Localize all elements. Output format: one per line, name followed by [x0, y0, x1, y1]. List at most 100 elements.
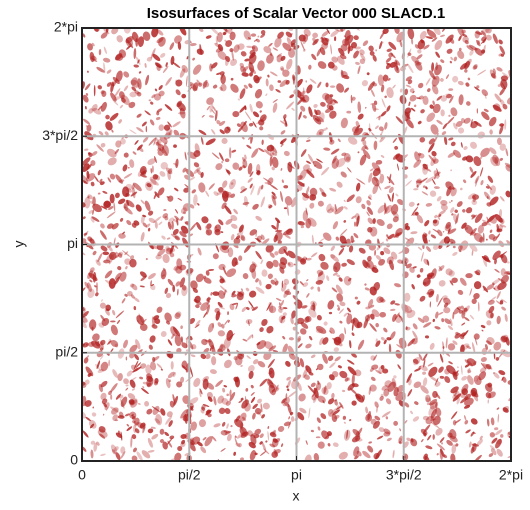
isosurface-blob [500, 268, 506, 277]
isosurface-blob [386, 256, 394, 265]
isosurface-blob [147, 428, 154, 434]
isosurface-blob [452, 245, 456, 249]
isosurface-blob [86, 343, 88, 346]
isosurface-blob [267, 273, 273, 279]
isosurface-blob [480, 179, 484, 186]
isosurface-blob [221, 421, 226, 427]
isosurface-blob [205, 353, 211, 360]
isosurface-blob [145, 125, 148, 133]
isosurface-blob [413, 381, 422, 389]
isosurface-blob [212, 253, 219, 260]
isosurface-blob [100, 361, 109, 372]
isosurface-blob [333, 347, 340, 352]
isosurface-blob [317, 380, 320, 385]
isosurface-blob [336, 293, 344, 302]
isosurface-blob [219, 71, 225, 76]
isosurface-blob [272, 259, 279, 268]
isosurface-blob [500, 254, 508, 264]
isosurface-blob [84, 281, 89, 289]
isosurface-blob [302, 368, 308, 379]
isosurface-blob [499, 217, 505, 224]
isosurface-blob [305, 218, 312, 229]
isosurface-blob [449, 201, 451, 204]
isosurface-blob [241, 288, 243, 292]
isosurface-blob [219, 120, 226, 126]
isosurface-blob [112, 78, 118, 87]
isosurface-blob [388, 186, 394, 194]
isosurface-blob [443, 454, 448, 458]
isosurface-blob [379, 311, 387, 318]
isosurface-blob [150, 101, 154, 105]
isosurface-blob [446, 365, 456, 375]
isosurface-blob [222, 32, 227, 36]
isosurface-blob [422, 352, 428, 361]
isosurface-blob [158, 90, 165, 97]
isosurface-blob [336, 304, 340, 309]
isosurface-blob [208, 183, 215, 190]
isosurface-blob [404, 88, 409, 96]
isosurface-blob [335, 284, 343, 295]
isosurface-blob [343, 421, 346, 424]
isosurface-blob [463, 117, 471, 124]
isosurface-blob [432, 434, 435, 440]
isosurface-blob [455, 121, 463, 127]
isosurface-blob [412, 416, 420, 422]
isosurface-blob [99, 433, 106, 439]
isosurface-blob [221, 202, 227, 210]
isosurface-blob [201, 338, 208, 346]
isosurface-blob [380, 110, 387, 117]
isosurface-blob [206, 296, 210, 305]
isosurface-blob [286, 376, 291, 381]
isosurface-blob [206, 97, 215, 105]
isosurface-blob [139, 174, 147, 178]
isosurface-blob [274, 231, 283, 241]
isosurface-blob [467, 375, 474, 385]
isosurface-blob [84, 379, 90, 385]
isosurface-blob [434, 39, 443, 51]
isosurface-blob [456, 397, 460, 405]
isosurface-blob [110, 324, 118, 336]
isosurface-blob [106, 253, 113, 262]
isosurface-blob [380, 251, 385, 256]
isosurface-blob [230, 425, 233, 428]
isosurface-blob [289, 33, 293, 36]
isosurface-blob [135, 339, 141, 350]
isosurface-blob [174, 235, 180, 241]
isosurface-blob [469, 228, 477, 236]
isosurface-blob [463, 179, 467, 184]
isosurface-blob [196, 48, 204, 55]
isosurface-blob [207, 323, 214, 333]
isosurface-blob [206, 105, 211, 111]
isosurface-blob [478, 371, 487, 381]
x-tick-label: 0 [78, 467, 86, 483]
isosurface-blob [418, 246, 423, 251]
isosurface-blob [446, 48, 453, 54]
isosurface-blob [181, 93, 187, 99]
isosurface-blob [393, 420, 399, 426]
isosurface-blob [470, 446, 475, 454]
isosurface-blob [115, 432, 123, 438]
isosurface-blob [479, 435, 483, 440]
isosurface-blob [245, 287, 250, 292]
isosurface-blob [367, 255, 372, 262]
isosurface-blob [435, 407, 442, 417]
isosurface-blob [241, 136, 245, 140]
x-tick-label: pi [291, 467, 302, 483]
isosurface-blob [463, 415, 467, 421]
isosurface-blob [136, 315, 145, 326]
isosurface-blob [275, 438, 281, 443]
isosurface-blob [219, 152, 224, 162]
x-axis-label: x [293, 488, 300, 504]
isosurface-blob [470, 418, 478, 425]
isosurface-blob [331, 414, 338, 423]
isosurface-blob [249, 229, 257, 236]
isosurface-blob [476, 85, 480, 89]
isosurface-blob [119, 217, 124, 222]
isosurface-blob [260, 196, 265, 208]
isosurface-blob [418, 353, 423, 361]
isosurface-blob [231, 49, 234, 61]
isosurface-blob [385, 63, 391, 70]
isosurface-blob [267, 426, 270, 429]
isosurface-blob [223, 385, 228, 388]
isosurface-blob [205, 229, 213, 236]
